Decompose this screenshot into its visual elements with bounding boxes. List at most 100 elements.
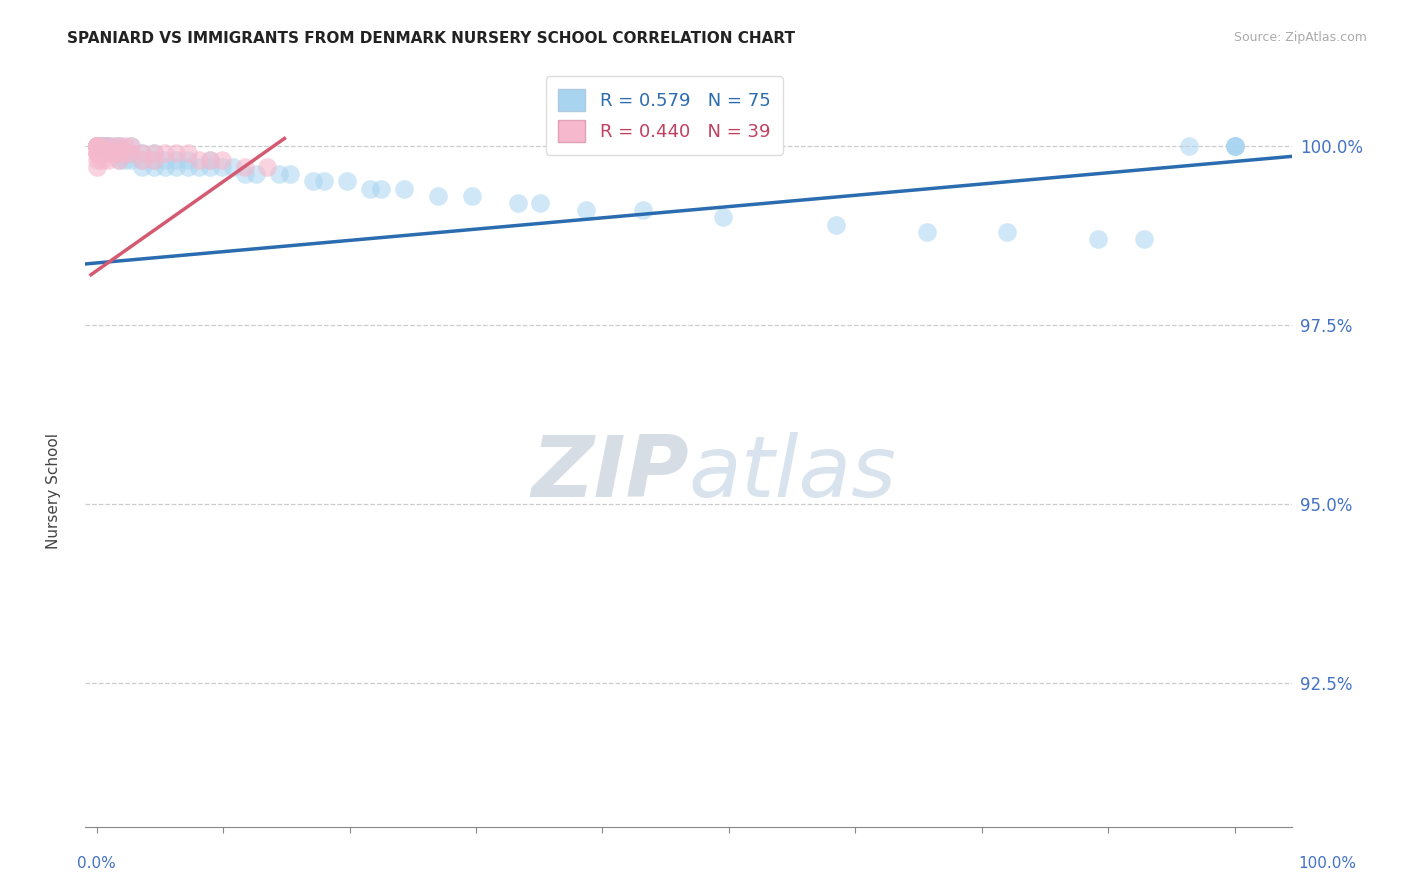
Point xyxy=(86,138,108,153)
Point xyxy=(177,153,200,167)
Text: atlas: atlas xyxy=(689,433,897,516)
Point xyxy=(91,145,114,160)
Point xyxy=(575,203,598,218)
Point xyxy=(120,138,142,153)
Point xyxy=(359,182,381,196)
Point xyxy=(91,138,114,153)
Point xyxy=(86,138,108,153)
Point xyxy=(86,138,108,153)
Point xyxy=(245,167,267,181)
Point xyxy=(114,153,136,167)
Text: 100.0%: 100.0% xyxy=(1299,856,1357,871)
Point xyxy=(1223,138,1246,153)
Point xyxy=(103,145,125,160)
Point xyxy=(370,182,392,196)
Point xyxy=(1132,232,1154,246)
Point xyxy=(97,138,120,153)
Point xyxy=(94,138,117,153)
Point xyxy=(142,145,165,160)
Text: ZIP: ZIP xyxy=(531,433,689,516)
Point xyxy=(1223,138,1246,153)
Point xyxy=(506,196,529,211)
Point xyxy=(114,145,136,160)
Point xyxy=(631,203,654,218)
Point xyxy=(86,145,108,160)
Legend: R = 0.579   N = 75, R = 0.440   N = 39: R = 0.579 N = 75, R = 0.440 N = 39 xyxy=(546,77,783,154)
Point xyxy=(108,153,131,167)
Point xyxy=(108,138,131,153)
Point xyxy=(94,145,117,160)
Point xyxy=(200,160,222,174)
Point xyxy=(97,145,120,160)
Point xyxy=(97,138,120,153)
Point xyxy=(91,138,114,153)
Point xyxy=(917,225,939,239)
Point xyxy=(86,160,108,174)
Point xyxy=(200,153,222,167)
Point xyxy=(131,145,153,160)
Point xyxy=(86,138,108,153)
Point xyxy=(278,167,301,181)
Point xyxy=(86,138,108,153)
Point xyxy=(461,189,484,203)
Point xyxy=(1178,138,1201,153)
Text: 0.0%: 0.0% xyxy=(77,856,117,871)
Point xyxy=(233,167,256,181)
Point xyxy=(86,138,108,153)
Point xyxy=(108,153,131,167)
Point xyxy=(86,138,108,153)
Point xyxy=(142,153,165,167)
Point xyxy=(86,138,108,153)
Point xyxy=(86,138,108,153)
Point xyxy=(1223,138,1246,153)
Point xyxy=(131,160,153,174)
Point xyxy=(108,138,131,153)
Point xyxy=(177,160,200,174)
Point xyxy=(177,145,200,160)
Point xyxy=(131,153,153,167)
Point xyxy=(188,160,211,174)
Point xyxy=(91,138,114,153)
Point xyxy=(165,153,187,167)
Point xyxy=(711,211,734,225)
Point xyxy=(120,138,142,153)
Point xyxy=(86,138,108,153)
Point xyxy=(108,138,131,153)
Text: Source: ZipAtlas.com: Source: ZipAtlas.com xyxy=(1233,31,1367,45)
Point xyxy=(86,153,108,167)
Point xyxy=(86,138,108,153)
Point xyxy=(114,145,136,160)
Point xyxy=(86,138,108,153)
Point xyxy=(108,145,131,160)
Point xyxy=(211,153,233,167)
Point xyxy=(153,145,176,160)
Point xyxy=(86,145,108,160)
Point xyxy=(427,189,450,203)
Point xyxy=(153,160,176,174)
Point xyxy=(200,153,222,167)
Point xyxy=(120,153,142,167)
Point xyxy=(120,145,142,160)
Point xyxy=(1087,232,1109,246)
Point xyxy=(314,174,336,188)
Point xyxy=(995,225,1018,239)
Point xyxy=(222,160,245,174)
Point xyxy=(97,138,120,153)
Point xyxy=(825,218,848,232)
Point xyxy=(86,138,108,153)
Point xyxy=(91,153,114,167)
Point xyxy=(97,138,120,153)
Point xyxy=(103,138,125,153)
Point xyxy=(211,160,233,174)
Point xyxy=(267,167,290,181)
Point xyxy=(529,196,551,211)
Point xyxy=(97,153,120,167)
Point xyxy=(131,145,153,160)
Point xyxy=(86,138,108,153)
Point xyxy=(142,153,165,167)
Point xyxy=(108,145,131,160)
Text: SPANIARD VS IMMIGRANTS FROM DENMARK NURSERY SCHOOL CORRELATION CHART: SPANIARD VS IMMIGRANTS FROM DENMARK NURS… xyxy=(67,31,796,46)
Point xyxy=(392,182,415,196)
Point xyxy=(131,153,153,167)
Point xyxy=(86,145,108,160)
